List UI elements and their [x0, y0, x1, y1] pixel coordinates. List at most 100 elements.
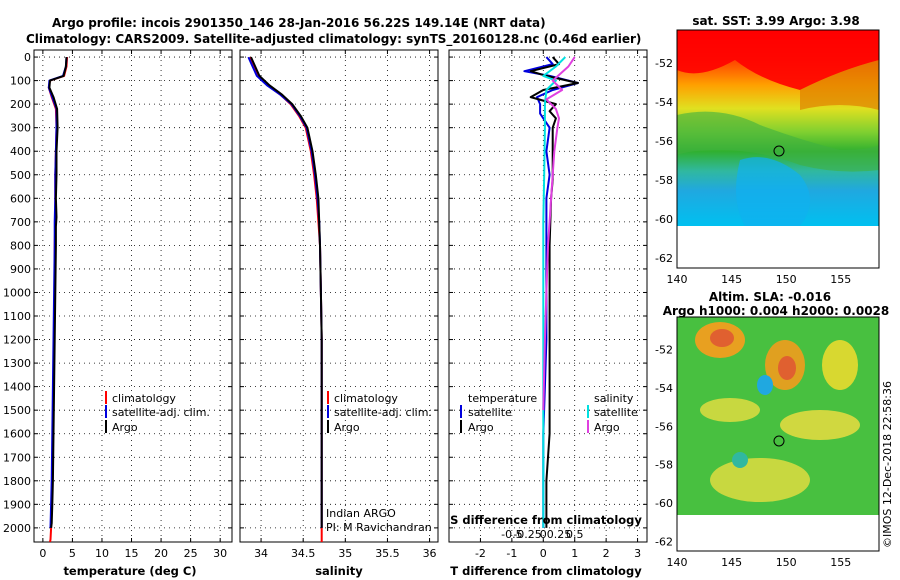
y-tick-label: 500 [10, 169, 31, 182]
series-line-s-satellite [542, 56, 567, 528]
x-tick-label: 35 [338, 547, 352, 560]
x-tick-label: 2 [603, 547, 610, 560]
series-line-argo [250, 56, 323, 528]
watermark: ©IMOS 12-Dec-2018 22:58:36 [881, 381, 894, 548]
sla-low-1 [757, 375, 773, 395]
salinity-series [247, 56, 323, 542]
map-x-tick-label: 140 [667, 273, 688, 286]
x-tick-label: 34.5 [291, 547, 316, 560]
salinity-legend: climatology satellite-adj. clim. Argo In… [326, 391, 432, 534]
y-tick-label: 1400 [3, 381, 31, 394]
y-tick-label: 1700 [3, 451, 31, 464]
series-line-climatology [249, 56, 323, 542]
sst-green-tongue [677, 111, 879, 172]
y-tick-label: 400 [10, 145, 31, 158]
grid-layer [34, 50, 647, 542]
credit-line1: Indian ARGO [326, 507, 396, 520]
y-tick-label: 1600 [3, 428, 31, 441]
x-tick-label: 36 [423, 547, 437, 560]
x-tick-label: 5 [69, 547, 76, 560]
map-x-tick-label: 150 [776, 556, 797, 569]
legend-title-temperature: temperature [468, 392, 537, 405]
salinity-xlabel: salinity [315, 564, 363, 578]
map-y-tick-label: -62 [655, 535, 673, 548]
difference-xlabel2: S difference from climatology [450, 513, 642, 527]
y-tick-label: 900 [10, 263, 31, 276]
sla-yellow-3 [780, 410, 860, 440]
legend-label-climatology: climatology [112, 392, 176, 405]
x2-tick-label: 0 [540, 528, 547, 541]
temperature-series [47, 57, 69, 542]
sla-high-1-core [710, 329, 734, 347]
map-y-tick-label: -60 [655, 497, 673, 510]
sst-warm-core [677, 30, 879, 90]
difference-legend: temperature satellite Argo salinity sate… [460, 392, 638, 434]
y-tick-label: 1900 [3, 498, 31, 511]
y-tick-label: 1800 [3, 475, 31, 488]
map-y-tick-label: -58 [655, 174, 673, 187]
difference-series [523, 56, 579, 528]
series-line-argo [48, 57, 68, 529]
x-tick-label: 25 [184, 547, 198, 560]
legend-label-argo: Argo [334, 421, 360, 434]
y-tick-label: 600 [10, 192, 31, 205]
y-tick-label: 1300 [3, 357, 31, 370]
x2-tick-label: 0.5 [566, 528, 584, 541]
map-x-tick-label: 140 [667, 556, 688, 569]
temperature-legend: climatology satellite-adj. clim. Argo [105, 391, 210, 434]
x-tick-label: 10 [95, 547, 109, 560]
legend-label-t-satellite: satellite [468, 406, 512, 419]
map-y-tick-label: -52 [655, 344, 673, 357]
legend-label-s-satellite: satellite [594, 406, 638, 419]
temperature-xlabel: temperature (deg C) [63, 564, 196, 578]
sla-map [677, 317, 879, 551]
sla-map-subtitle: Argo h1000: 0.004 h2000: 0.0028 [663, 304, 890, 318]
map-y-tick-label: -58 [655, 459, 673, 472]
x2-tick-label: -0.25 [513, 528, 541, 541]
tick-layer: 0100200300400500600700800900100011001200… [3, 50, 851, 569]
map-y-tick-label: -60 [655, 213, 673, 226]
legend-label-argo: Argo [112, 421, 138, 434]
legend-label-satellite: satellite-adj. clim. [334, 406, 432, 419]
y-tick-label: 1200 [3, 334, 31, 347]
y-tick-label: 1100 [3, 310, 31, 323]
map-x-tick-label: 145 [721, 273, 742, 286]
map-y-tick-label: -54 [655, 96, 673, 109]
sla-yellow-4 [710, 458, 810, 502]
sla-yellow-2 [700, 398, 760, 422]
x-tick-label: 34 [254, 547, 268, 560]
y-tick-label: 300 [10, 122, 31, 135]
sst-map-title: sat. SST: 3.99 Argo: 3.98 [692, 14, 859, 28]
sst-orange-band [800, 60, 879, 110]
salinity-panel-frame [239, 49, 439, 543]
series-line-s-argo [542, 56, 576, 411]
sla-yellow-1 [822, 340, 858, 390]
sla-high-2-core [778, 356, 796, 380]
sla-map-title: Altim. SLA: -0.016 [709, 290, 831, 304]
series-line-t-argo [529, 56, 579, 528]
x2-tick-label: -0.5 [501, 528, 522, 541]
map-y-tick-label: -62 [655, 252, 673, 265]
difference-panel-frame [448, 49, 648, 543]
sst-cyan-patch [736, 157, 810, 226]
figure-title-line2: Climatology: CARS2009. Satellite-adjuste… [26, 32, 641, 47]
map-y-tick-label: -54 [655, 382, 673, 395]
legend-label-s-argo: Argo [594, 421, 620, 434]
x-tick-label: 30 [213, 547, 227, 560]
legend-label-climatology: climatology [334, 392, 398, 405]
map-x-tick-label: 155 [830, 556, 851, 569]
y-tick-label: 200 [10, 98, 31, 111]
legend-title-salinity: salinity [594, 392, 634, 405]
map-y-tick-label: -56 [655, 135, 673, 148]
y-tick-label: 1000 [3, 286, 31, 299]
map-x-tick-label: 145 [721, 556, 742, 569]
y-tick-label: 0 [24, 51, 31, 64]
x2-tick-label: 0.25 [547, 528, 572, 541]
sst-map-frame [676, 29, 880, 269]
sst-map [677, 30, 879, 268]
sla-map-argo-marker [773, 435, 785, 447]
sla-map-frame [676, 316, 880, 552]
map-x-tick-label: 155 [830, 273, 851, 286]
y-tick-label: 100 [10, 75, 31, 88]
